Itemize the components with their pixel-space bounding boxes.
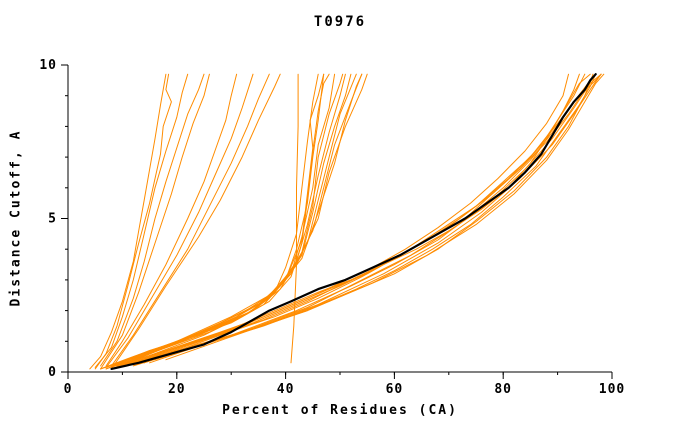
x-tick-label: 0 [64,382,73,397]
series-model-04 [100,73,205,367]
series-model-11 [100,73,319,370]
x-tick-label: 20 [168,382,186,397]
x-tick-label: 100 [599,382,625,397]
series-model-33 [143,73,605,364]
series-model-05 [100,73,210,370]
x-tick-label: 80 [494,382,512,397]
series-model-10 [290,73,299,364]
y-tick-label: 10 [39,58,57,73]
chart-title: T0976 [313,14,367,30]
series-model-28 [149,73,597,364]
x-tick-label: 60 [386,382,404,397]
x-tick-label: 40 [277,382,295,397]
series-model-19 [100,73,330,370]
series-model-07 [105,73,254,368]
series-model-03 [94,73,189,368]
series-reference [110,73,597,370]
series-model-18 [121,73,368,367]
y-axis-label: Distance Cutoff, A [8,129,24,307]
series-model-08 [111,73,270,367]
series-model-16 [116,73,357,368]
series-model-26 [138,73,597,364]
series-model-32 [121,73,594,367]
series-model-17 [116,73,363,367]
series-model-24 [127,73,586,367]
series-model-06 [105,73,238,367]
series-model-23 [121,73,580,367]
series-model-34 [116,73,569,367]
series-model-27 [143,73,602,364]
series-model-29 [154,73,602,361]
series-model-12 [105,73,325,370]
series-model-22 [116,73,363,367]
series-model-09 [111,73,281,370]
series-model-20 [105,73,344,370]
series-model-21 [111,73,325,368]
y-tick-label: 5 [48,212,57,227]
series-model-02 [94,73,172,370]
series-model-01 [89,73,167,370]
x-axis-label: Percent of Residues (CA) [222,403,458,418]
series-model-25 [132,73,591,364]
y-tick-label: 0 [48,365,57,380]
